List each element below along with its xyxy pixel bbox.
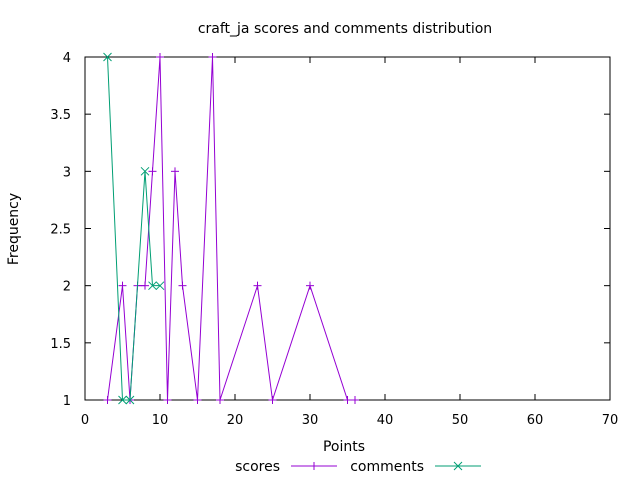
x-tick-label: 40 xyxy=(377,413,394,428)
data-point-scores xyxy=(193,396,202,404)
x-tick-label: 0 xyxy=(81,413,89,428)
data-point-comments xyxy=(103,52,112,62)
series-layer xyxy=(103,52,359,405)
data-point-scores xyxy=(351,396,359,404)
y-tick-label: 3.5 xyxy=(50,108,71,123)
data-point-comments xyxy=(140,166,150,176)
y-tick-label: 4 xyxy=(63,51,71,66)
x-tick-label: 70 xyxy=(602,413,619,428)
marker-stroke xyxy=(125,395,135,405)
data-point-scores xyxy=(306,281,314,290)
y-tick-label: 1.5 xyxy=(50,337,71,352)
data-point-comments xyxy=(125,395,135,405)
axis-ticks: 0 10 20 30 40 50 60 70 1 1.5 2 2.5 3 3.5 4 xyxy=(50,51,618,428)
marker-stroke xyxy=(103,52,112,62)
data-point-comments xyxy=(148,281,157,291)
data-point-comments xyxy=(118,395,127,405)
marker-stroke xyxy=(155,281,165,291)
data-point-scores xyxy=(163,396,172,404)
data-point-scores xyxy=(208,53,217,61)
data-point-scores xyxy=(268,396,277,404)
x-axis-title: Points xyxy=(323,439,365,455)
data-point-scores xyxy=(141,281,149,290)
data-point-scores xyxy=(118,281,127,290)
data-point-scores xyxy=(103,396,112,404)
marker-stroke xyxy=(118,395,127,405)
x-tick-label: 30 xyxy=(302,413,319,428)
data-point-scores xyxy=(216,396,224,404)
y-tick-label: 3 xyxy=(63,165,71,180)
legend: scores comments xyxy=(235,459,481,475)
y-tick-label: 1 xyxy=(63,394,71,409)
chart-title: craft_ja scores and comments distributio… xyxy=(198,21,492,37)
marker-stroke xyxy=(140,166,150,176)
data-point-comments xyxy=(155,281,165,291)
legend-label-scores: scores xyxy=(235,459,280,475)
y-axis-title: Frequency xyxy=(6,193,22,265)
data-point-scores xyxy=(343,396,352,404)
x-tick-label: 20 xyxy=(227,413,244,428)
legend-label-comments: comments xyxy=(350,459,424,475)
legend-marker-comments xyxy=(453,461,463,471)
x-tick-label: 60 xyxy=(527,413,544,428)
data-point-scores xyxy=(148,167,157,176)
y-tick-label: 2.5 xyxy=(50,223,71,238)
data-point-scores xyxy=(171,167,179,176)
data-point-scores xyxy=(253,281,262,290)
marker-stroke xyxy=(453,461,463,471)
x-tick-label: 50 xyxy=(452,413,469,428)
y-tick-label: 2 xyxy=(63,280,71,295)
series-line-comments xyxy=(107,56,160,401)
data-point-scores xyxy=(178,281,187,290)
marker-stroke xyxy=(148,281,157,291)
x-tick-label: 10 xyxy=(152,413,169,428)
legend-marker-scores xyxy=(310,462,318,470)
data-point-scores xyxy=(156,53,164,61)
